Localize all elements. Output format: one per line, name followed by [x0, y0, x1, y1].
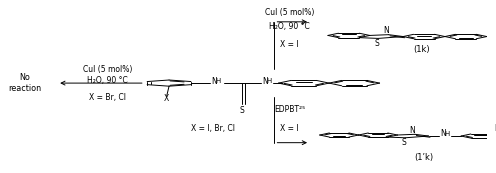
Text: I: I — [494, 124, 496, 133]
Text: X = I: X = I — [280, 124, 299, 133]
Text: (1k): (1k) — [414, 45, 430, 54]
Text: X = Br, Cl: X = Br, Cl — [89, 93, 126, 102]
Text: No
reaction: No reaction — [8, 73, 41, 93]
Text: X = I, Br, Cl: X = I, Br, Cl — [191, 124, 235, 133]
Text: CuI (5 mol%): CuI (5 mol%) — [83, 65, 132, 74]
Text: N: N — [262, 77, 268, 86]
Text: (1’k): (1’k) — [415, 153, 434, 162]
Text: CuI (5 mol%): CuI (5 mol%) — [265, 8, 314, 17]
Text: S: S — [240, 106, 245, 115]
Text: H: H — [266, 78, 272, 84]
Text: H₂O, 90 °C: H₂O, 90 °C — [269, 22, 310, 31]
Text: X: X — [164, 94, 169, 103]
Text: N: N — [410, 126, 415, 135]
Text: EDPBT²⁵: EDPBT²⁵ — [274, 105, 305, 114]
Text: N: N — [211, 77, 217, 86]
Text: X = I: X = I — [280, 40, 299, 49]
Text: S: S — [374, 39, 379, 48]
Text: N: N — [440, 129, 445, 138]
Text: S: S — [401, 138, 406, 147]
Text: H: H — [444, 131, 450, 137]
Text: H₂O, 90 °C: H₂O, 90 °C — [87, 76, 127, 85]
Text: N: N — [383, 26, 389, 35]
Text: H: H — [216, 78, 221, 84]
